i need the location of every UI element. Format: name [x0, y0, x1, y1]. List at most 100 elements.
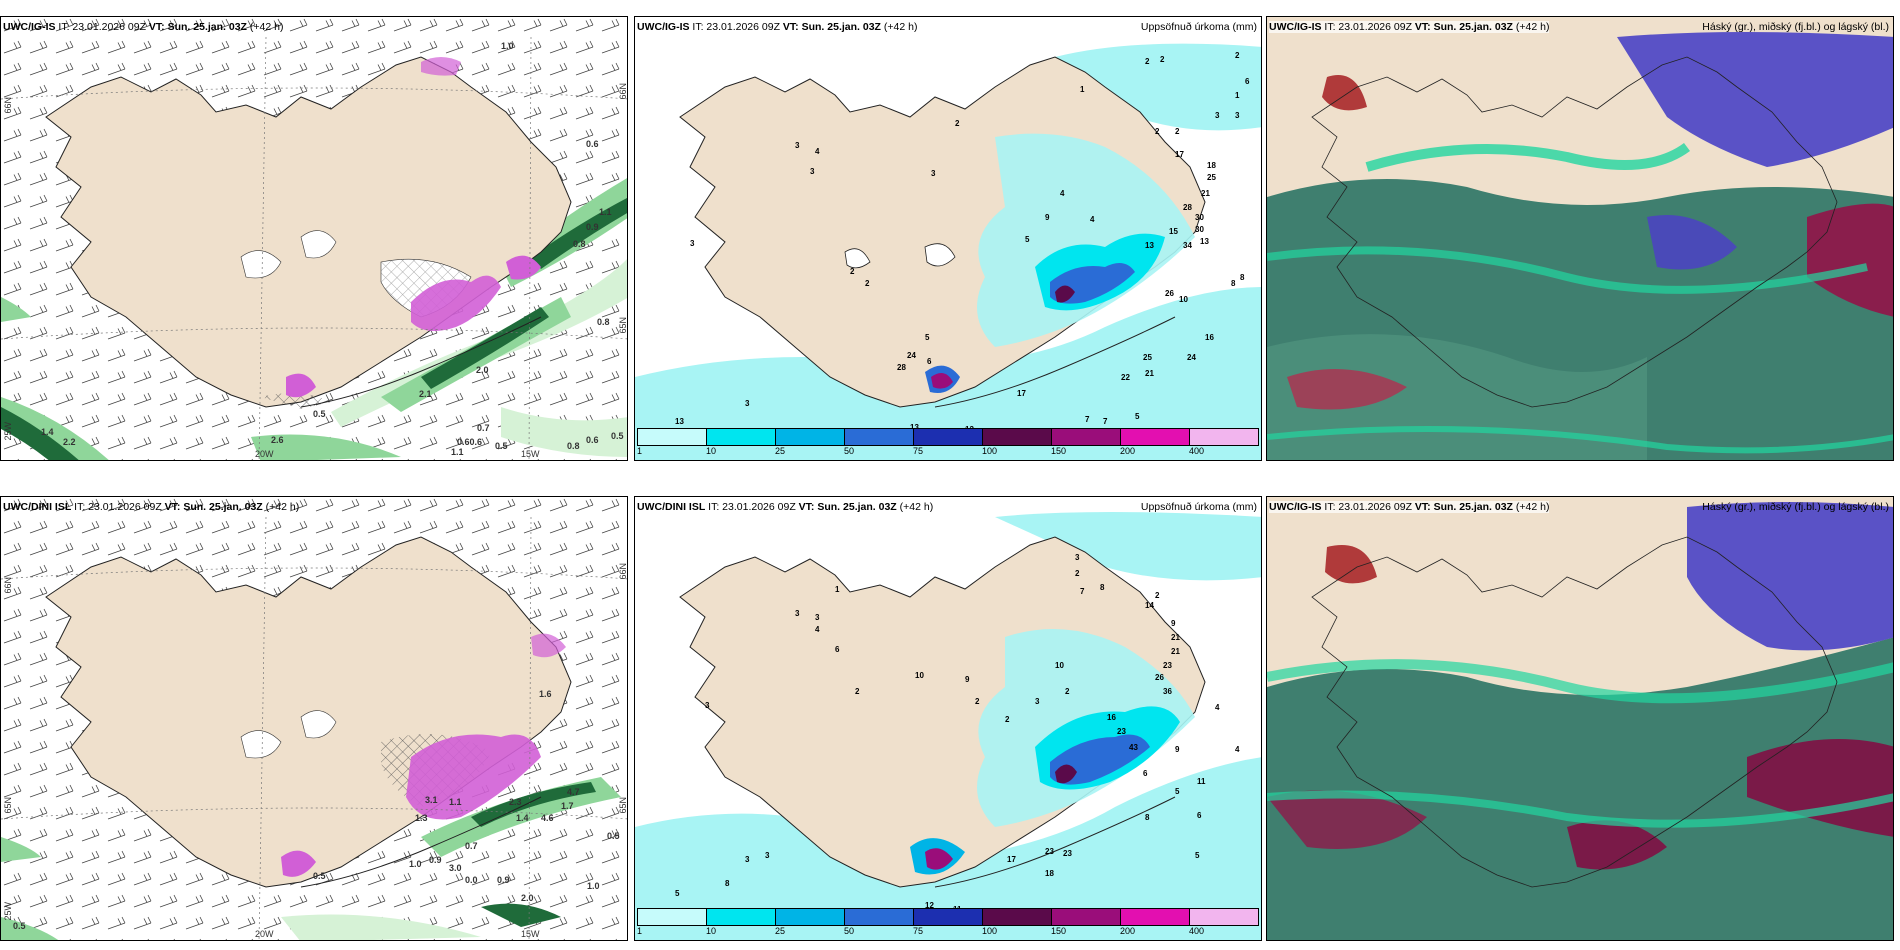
colorbar-tick: 400 — [1189, 926, 1205, 936]
cloud-map — [1267, 497, 1893, 940]
precip-label: 4 — [815, 625, 820, 634]
panel-right-title: Uppsöfnuð úrkoma (mm) — [1140, 501, 1257, 513]
precip-label: 10 — [1179, 295, 1188, 304]
precip-labels: 2 2 2 1 1 3 3 2 2 2 3 6 8 17 18 25 21 28… — [635, 17, 1261, 460]
precip-label: 25 — [1207, 173, 1216, 182]
snow-label: 1.0 — [587, 881, 600, 891]
snow-label: 0.5 — [13, 921, 26, 931]
precip-label: 13 — [910, 423, 919, 432]
panel-title: UWC/IG-IS IT: 23.01.2026 09Z VT: Sun. 25… — [637, 21, 918, 33]
colorbar-ticks: 1 10 25 50 75 100 150 200 400 — [637, 926, 1259, 938]
colorbar-tick: 100 — [982, 446, 998, 456]
precip-label: 7 — [1085, 415, 1090, 424]
precip-label: 3 — [810, 167, 815, 176]
precip-label: 2 — [1175, 127, 1180, 136]
precip-label: 21 — [1145, 369, 1154, 378]
snow-label: 1.3 — [415, 813, 428, 823]
snow-label: 1.1 — [451, 447, 464, 457]
lat-label: 66N — [3, 97, 13, 114]
panel-precip-igis: UWC/IG-IS IT: 23.01.2026 09Z VT: Sun. 25… — [634, 16, 1262, 461]
snow-label: 2.2 — [63, 437, 76, 447]
lon-label: 15W — [521, 449, 540, 459]
panel-wind-snow-igis: UWC/IG-IS IT: 23.01.2026 09Z VT: Sun. 25… — [0, 16, 628, 461]
snow-label: 3.0 — [449, 863, 462, 873]
precip-label: 4 — [1235, 745, 1240, 754]
precip-label: 3 — [765, 851, 770, 860]
snow-label: 2.0 — [521, 893, 534, 903]
precip-label: 18 — [1207, 161, 1216, 170]
precip-label: 10 — [915, 671, 924, 680]
snow-label: 1.4 — [41, 427, 54, 437]
colorbar-tick: 10 — [706, 926, 717, 936]
precip-label: 3 — [931, 169, 936, 178]
lat-label: 66N — [618, 83, 628, 100]
colorbar-tick: 1 — [637, 926, 643, 936]
colorbar-tick: 200 — [1120, 446, 1136, 456]
precip-label: 16 — [1205, 333, 1214, 342]
precip-label: 1 — [1080, 85, 1085, 94]
precip-label: 3 — [1075, 553, 1080, 562]
snow-label: 1.1 — [599, 207, 612, 217]
precip-label: 5 — [925, 333, 930, 342]
panel-title: UWC/DINI ISL IT: 23.01.2026 09Z VT: Sun.… — [3, 501, 300, 513]
precip-label: 6 — [927, 357, 932, 366]
precip-label: 2 — [975, 697, 980, 706]
colorbar-tick: 25 — [775, 446, 786, 456]
precip-label: 21 — [1171, 647, 1180, 656]
snow-label: 0.5 — [607, 831, 620, 841]
panel-title: UWC/IG-IS IT: 23.01.2026 09Z VT: Sun. 25… — [1269, 501, 1550, 513]
snow-label: 1.0 — [501, 41, 514, 51]
precip-label: 2 — [865, 279, 870, 288]
precip-label: 15 — [1169, 227, 1178, 236]
precip-label: 8 — [1231, 279, 1236, 288]
precip-label: 1 — [1235, 91, 1240, 100]
snow-label: 0.60.6 — [457, 437, 483, 447]
colorbar-tick: 75 — [913, 446, 924, 456]
precip-label: 4 — [1090, 215, 1095, 224]
lat-label: 66N — [3, 577, 13, 594]
lat-label: 65N — [618, 317, 628, 334]
precip-label: 23 — [1045, 847, 1054, 856]
panel-right-title: Uppsöfnuð úrkoma (mm) — [1140, 21, 1257, 33]
colorbar-tick: 50 — [844, 926, 855, 936]
snow-label: 0.5 — [495, 441, 508, 451]
panel-precip-dini: UWC/DINI ISL IT: 23.01.2026 09Z VT: Sun.… — [634, 496, 1262, 941]
precip-label: 11 — [1197, 777, 1206, 786]
snow-label: 1.0 — [409, 859, 422, 869]
lon-label: 20W — [255, 449, 274, 459]
precip-label: 14 — [1145, 601, 1154, 610]
precip-label: 43 — [1129, 743, 1138, 752]
precip-label: 21 — [1171, 633, 1180, 642]
precip-label: 16 — [1107, 713, 1116, 722]
snow-label: 0.6 — [586, 139, 599, 149]
precip-label: 3 — [690, 239, 695, 248]
colorbar-tick: 150 — [1051, 446, 1067, 456]
panel-wind-snow-dini: UWC/DINI ISL IT: 23.01.2026 09Z VT: Sun.… — [0, 496, 628, 941]
iceland-outline — [1311, 56, 1838, 408]
wind-snow-map — [1, 17, 627, 460]
precip-colorbar — [637, 428, 1259, 446]
precip-label: 18 — [1045, 869, 1054, 878]
precip-label: 5 — [675, 889, 680, 898]
wind-snow-map — [1, 497, 627, 940]
precip-label: 3 — [745, 855, 750, 864]
precip-label: 24 — [1187, 353, 1196, 362]
colorbar-tick: 150 — [1051, 926, 1067, 936]
precip-label: 5 — [1175, 787, 1180, 796]
precip-label: 30 — [1195, 225, 1204, 234]
iceland-outline — [1311, 536, 1838, 888]
snow-label: 0.5 — [611, 431, 624, 441]
precip-label: 1 — [835, 585, 840, 594]
precip-label: 6 — [835, 645, 840, 654]
precip-label: 2 — [1155, 591, 1160, 600]
precip-label: 4 — [1215, 703, 1220, 712]
snow-label: 3.1 — [425, 795, 438, 805]
lat-label: 25W — [3, 422, 13, 441]
colorbar-tick: 1 — [637, 446, 643, 456]
snow-label: 0.8 — [597, 317, 610, 327]
precip-label: 3 — [795, 609, 800, 618]
precip-label: 3 — [705, 701, 710, 710]
precip-label: 2 — [955, 119, 960, 128]
colorbar-ticks: 1 10 25 50 75 100 150 200 400 — [637, 446, 1259, 458]
precip-label: 23 — [1063, 849, 1072, 858]
